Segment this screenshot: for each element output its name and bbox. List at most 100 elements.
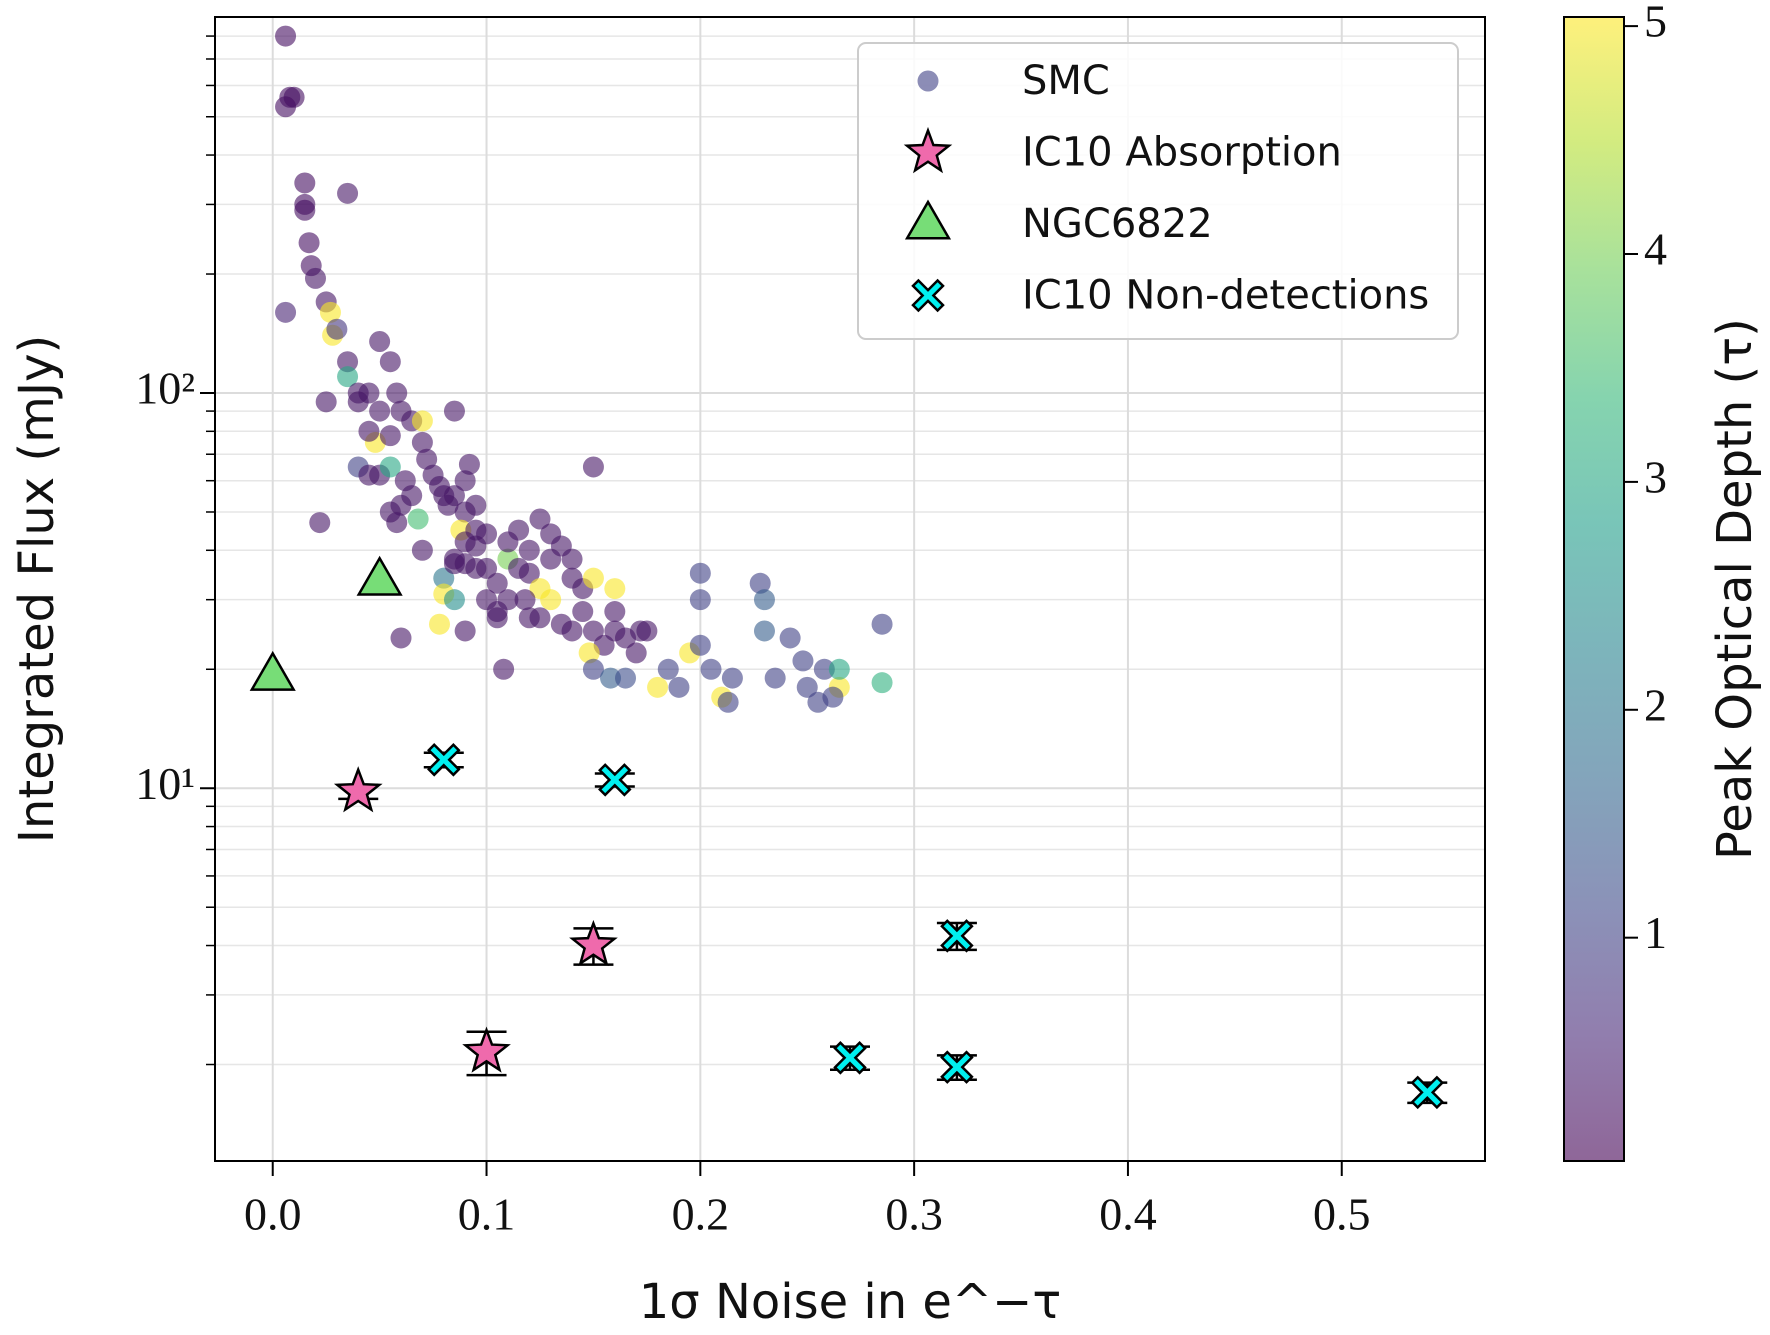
- smc-point: [828, 658, 850, 680]
- smc-point: [529, 607, 551, 629]
- smc-point: [337, 182, 359, 204]
- smc-point: [443, 589, 465, 611]
- smc-point: [294, 172, 316, 194]
- marker-x: [598, 763, 632, 797]
- smc-point: [561, 548, 583, 570]
- colorbar: [1563, 16, 1625, 1162]
- smc-point: [753, 589, 775, 611]
- smc-point: [600, 667, 622, 689]
- y-tick-label: 10¹: [135, 758, 195, 809]
- smc-point: [458, 453, 480, 475]
- smc-point: [689, 589, 711, 611]
- smc-point: [337, 366, 359, 388]
- smc-point: [304, 267, 326, 289]
- smc-point: [358, 420, 380, 442]
- legend-marker: [911, 278, 945, 313]
- marker-star: [462, 1026, 511, 1073]
- smc-point: [657, 658, 679, 680]
- smc-point: [326, 318, 348, 340]
- smc-point: [454, 470, 476, 492]
- smc-point: [871, 613, 893, 635]
- smc-point: [636, 620, 658, 642]
- smc-point: [428, 613, 450, 635]
- smc-point: [386, 382, 408, 404]
- smc-point: [604, 601, 626, 623]
- legend-box: [857, 42, 1459, 340]
- smc-point: [647, 676, 669, 698]
- marker-triangle: [249, 650, 296, 691]
- smc-point: [540, 589, 562, 611]
- x-axis-label: 1σ Noise in e^−τ: [639, 1274, 1062, 1330]
- smc-point: [411, 539, 433, 561]
- smc-point: [753, 620, 775, 642]
- colorbar-tick-label: 4: [1644, 224, 1667, 275]
- smc-point: [379, 351, 401, 373]
- smc-point: [379, 425, 401, 447]
- marker-x: [940, 919, 974, 953]
- smc-point: [358, 382, 380, 404]
- colorbar-tick-label: 5: [1644, 0, 1667, 47]
- x-tick-label: 0.4: [1099, 1189, 1157, 1240]
- smc-point: [615, 667, 637, 689]
- legend: SMC IC10 Absorption NGC6822 IC10 Non-detect…: [857, 42, 1459, 340]
- marker-star: [333, 766, 383, 813]
- smc-point: [508, 557, 530, 579]
- smc-point: [443, 485, 465, 507]
- smc-point: [337, 351, 359, 373]
- smc-point: [514, 589, 536, 611]
- legend-label: SMC: [1022, 58, 1110, 104]
- smc-point: [700, 658, 722, 680]
- smc-point: [493, 658, 515, 680]
- smc-point: [822, 686, 844, 708]
- smc-point: [578, 642, 600, 664]
- smc-point: [792, 650, 814, 672]
- marker-x: [940, 1050, 974, 1084]
- smc-point: [411, 410, 433, 432]
- colorbar-tick-label: 2: [1644, 679, 1667, 730]
- smc-point: [401, 485, 423, 507]
- legend-marker: [904, 199, 952, 240]
- smc-point: [604, 578, 626, 600]
- smc-point: [386, 512, 408, 534]
- x-tick-label: 0.3: [885, 1189, 943, 1240]
- grid: [215, 17, 1485, 1161]
- x-tick-label: 0.0: [244, 1189, 302, 1240]
- smc-point: [721, 667, 743, 689]
- smc-point: [486, 572, 508, 594]
- smc-point: [379, 456, 401, 478]
- smc-point: [369, 330, 391, 352]
- legend-marker: [917, 70, 939, 92]
- marker-x: [427, 743, 461, 777]
- smc-point: [465, 494, 487, 516]
- smc-point: [689, 634, 711, 656]
- x-tick-label: 0.1: [458, 1189, 516, 1240]
- marker-triangle: [356, 555, 403, 596]
- y-axis-label: Integrated Flux (mJy): [9, 335, 65, 843]
- smc-point: [476, 557, 498, 579]
- smc-point: [433, 567, 455, 589]
- colorbar-label: Peak Optical Depth (τ): [1707, 318, 1763, 860]
- plot-frame: [214, 16, 1486, 1162]
- marker-x: [833, 1041, 867, 1075]
- colorbar-tick-label: 1: [1644, 907, 1667, 958]
- smc-point: [717, 691, 739, 713]
- marks: [249, 25, 1448, 1110]
- smc-point: [518, 539, 540, 561]
- smc-point: [871, 672, 893, 694]
- marker-star: [569, 919, 618, 967]
- smc-point: [561, 620, 583, 642]
- smc-point: [749, 572, 771, 594]
- smc-point: [582, 658, 604, 680]
- smc-point: [497, 589, 519, 611]
- smc-point: [411, 431, 433, 453]
- smc-point: [454, 620, 476, 642]
- smc-point: [764, 667, 786, 689]
- smc-point: [315, 391, 337, 413]
- smc-point: [275, 301, 297, 323]
- smc-point: [369, 400, 391, 422]
- smc-point: [668, 676, 690, 698]
- smc-point: [486, 607, 508, 629]
- legend-label: NGC6822: [1022, 201, 1213, 247]
- smc-point: [407, 508, 429, 530]
